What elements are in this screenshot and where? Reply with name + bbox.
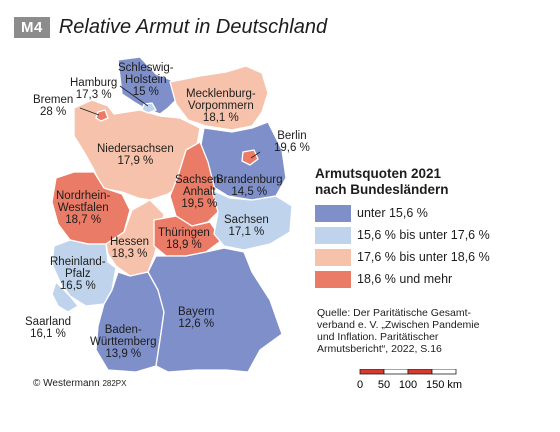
legend-item: unter 15,6 % [315,202,503,224]
state-mecklenburg-vorpommern[interactable] [169,65,269,131]
state-thueringen[interactable] [153,215,223,257]
source-note: Quelle: Der Paritätische Gesamt- verband… [317,307,480,355]
scale-tick-label: 50 [378,379,390,391]
label-mecklenburg-vorpommern: Mecklenburg- Vorpommern 18,1 % [186,88,256,124]
legend-swatch [315,270,351,288]
label-baden-wuerttemberg: Baden- Württemberg 13,9 % [90,324,157,360]
label-berlin: Berlin 19,6 % [274,130,310,154]
legend-swatch [315,226,351,244]
legend-swatch [315,248,351,266]
figure-header: M4 Relative Armut in Deutschland [14,14,327,40]
state-saarland[interactable] [51,281,79,313]
state-berlin[interactable] [241,149,259,166]
label-hessen: Hessen 18,3 % [110,236,149,260]
label-nordrhein-westfalen: Nordrhein- Westfalen 18,7 % [56,190,111,226]
map-title: Relative Armut in Deutschland [58,15,328,38]
figure-label-badge: M4 [14,16,50,38]
state-bayern[interactable] [147,247,283,373]
label-hamburg: Hamburg 17,3 % [70,77,118,101]
label-bayern: Bayern 12,6 % [178,306,215,330]
label-thueringen: Thüringen 18,9 % [158,227,210,251]
scale-tick-label: 150 km [426,379,462,391]
map-legend: Armutsquoten 2021 nach Bundesländern unt… [315,166,503,290]
label-saarland: Saarland 16,1 % [25,316,72,340]
label-sachsen: Sachsen 17,1 % [224,214,269,238]
state-hamburg[interactable] [141,102,157,114]
state-bremen[interactable] [95,109,109,122]
label-schleswig-holstein: Schleswig- Holstein 15 % [118,62,174,98]
legend-item: 18,6 % und mehr [315,268,503,290]
legend-item: 17,6 % bis unter 18,6 % [315,246,503,268]
scale-bar: 0 50 100 150 km [357,369,462,391]
legend-item: 15,6 % bis unter 17,6 % [315,224,503,246]
scale-tick-label: 100 [399,379,417,391]
state-sachsen[interactable] [211,189,293,251]
scale-tick-label: 0 [357,379,363,391]
state-schleswig-holstein[interactable] [117,56,177,115]
copyright-note: © Westermann 282PX [33,378,127,389]
label-niedersachsen: Niedersachsen 17,9 % [97,143,174,167]
label-brandenburg: Brandenburg 14,5 % [216,174,283,198]
label-rheinland-pfalz: Rheinland- Pfalz 16,5 % [50,256,106,292]
legend-title: Armutsquoten 2021 nach Bundesländern [315,166,449,197]
legend-swatch [315,204,351,222]
label-bremen: Bremen 28 % [33,94,74,118]
label-sachsen-anhalt: Sachsen- Anhalt 19,5 % [175,174,224,210]
